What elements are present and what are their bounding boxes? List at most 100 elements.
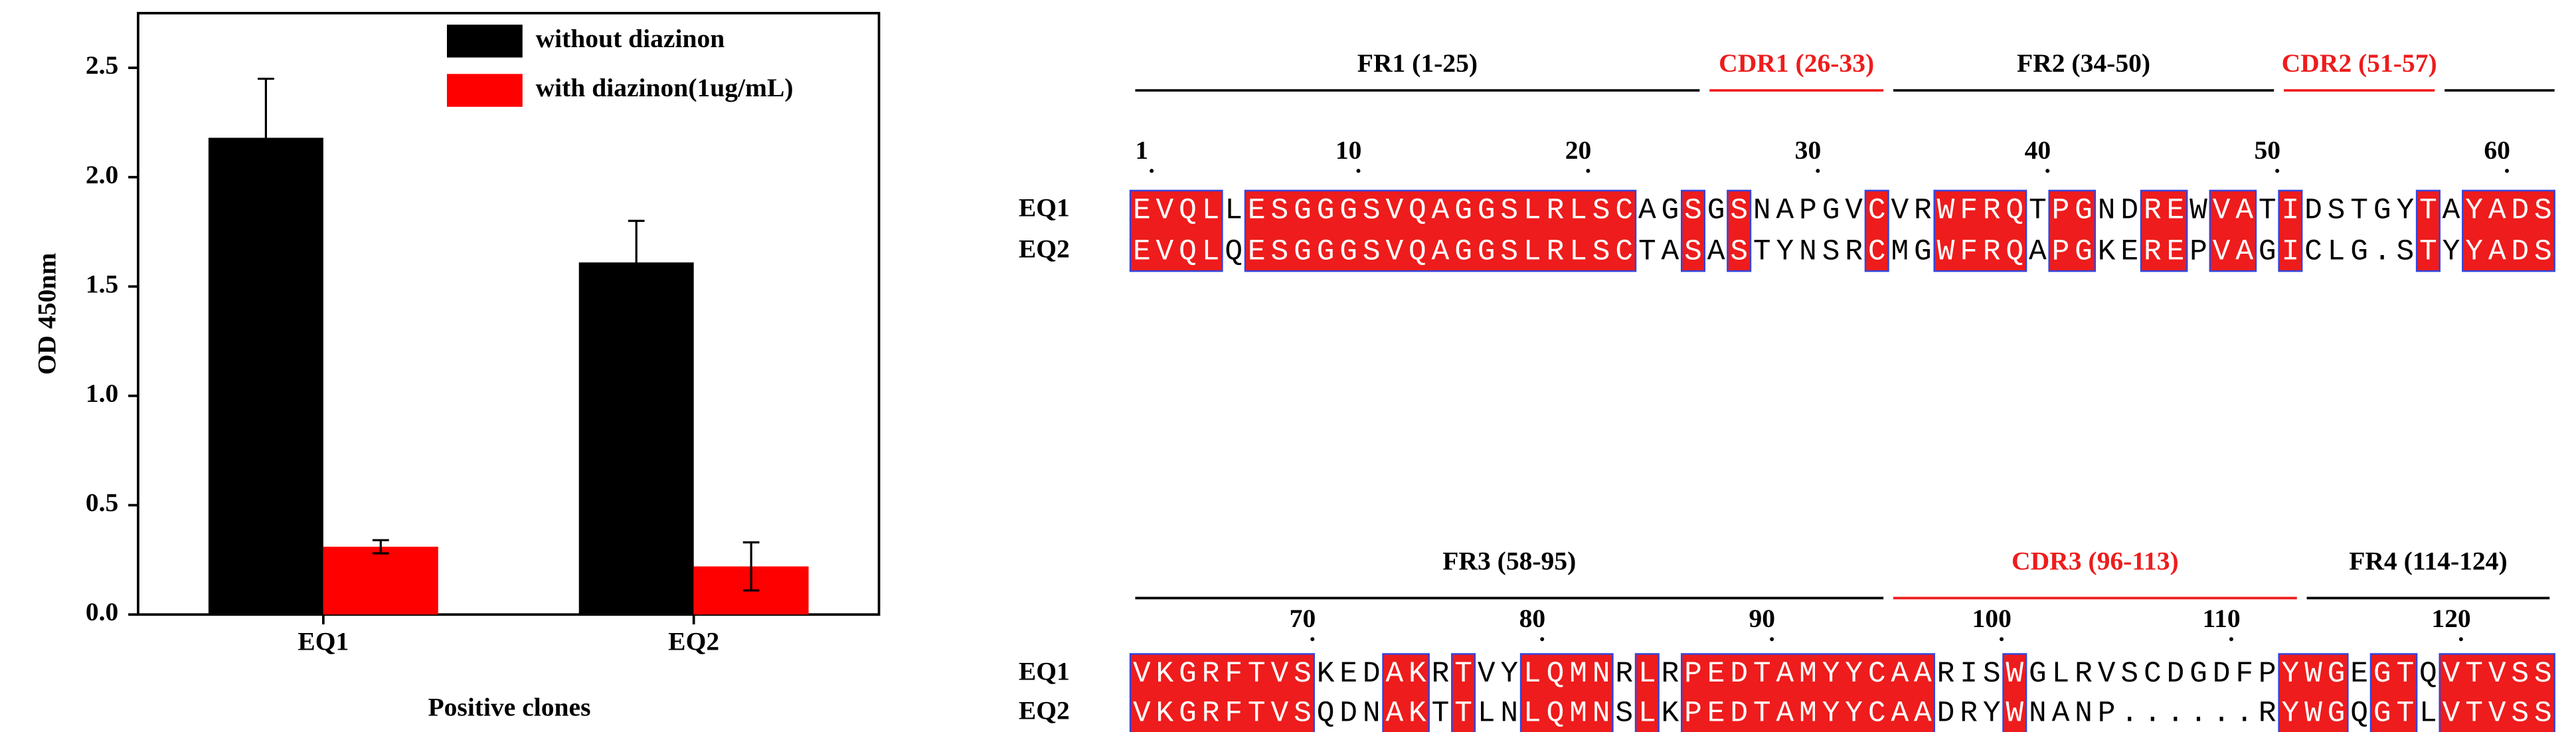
identity-cell: [2140, 190, 2165, 272]
legend-swatch: [447, 74, 523, 107]
identity-cell: [1566, 654, 1590, 732]
identity-cell: [1865, 190, 1889, 272]
region-label: FR2 (34-50): [2017, 48, 2150, 78]
identity-cell: [1796, 654, 1820, 732]
y-tick-label: 1.0: [86, 379, 118, 408]
identity-cell: [2324, 654, 2349, 732]
position-number: 50: [2254, 136, 2280, 165]
position-number: 60: [2484, 136, 2510, 165]
x-axis-label: Positive clones: [428, 693, 590, 722]
identity-box: [1129, 189, 1223, 272]
position-dot: [2229, 637, 2233, 642]
identity-cell: [1314, 190, 1338, 272]
position-number: 110: [2203, 604, 2241, 633]
identity-box: [1634, 653, 1660, 732]
identity-box: [1727, 189, 1752, 272]
position-dot: [1356, 169, 1361, 173]
identity-cell: [1221, 654, 1246, 732]
identity-cell: [1911, 654, 1935, 732]
identity-cell: [2002, 654, 2027, 732]
identity-cell: [1428, 190, 1453, 272]
identity-cell: [2508, 654, 2532, 732]
identity-cell: [1956, 190, 1981, 272]
y-tick-label: 0.0: [86, 597, 118, 626]
identity-cell: [1245, 654, 1269, 732]
identity-cell: [1819, 654, 1844, 732]
identity-box: [2278, 189, 2303, 272]
plot-frame: [137, 11, 881, 616]
identity-cell: [2370, 654, 2395, 732]
identity-cell: [1933, 190, 1958, 272]
identity-cell: [1750, 654, 1774, 732]
x-tick-label: EQ1: [298, 627, 349, 656]
identity-box: [1864, 189, 1889, 272]
identity-cell: [1267, 190, 1292, 272]
identity-box: [1680, 653, 1935, 732]
identity-box: [2048, 189, 2097, 272]
identity-box: [2462, 189, 2555, 272]
position-dot: [1770, 637, 1774, 642]
position-dot: [2505, 169, 2509, 173]
identity-cell: [1451, 654, 1476, 732]
identity-cell: [1497, 190, 1521, 272]
identity-cell: [1681, 654, 1705, 732]
position-dot: [1310, 637, 1315, 642]
y-tick-label: 2.5: [86, 50, 118, 80]
identity-cell: [1980, 190, 2004, 272]
identity-cell: [2462, 654, 2486, 732]
identity-cell: [2439, 654, 2464, 732]
identity-box: [2369, 653, 2418, 732]
identity-box: [2278, 653, 2349, 732]
identity-cell: [1727, 654, 1751, 732]
position-number: 80: [1519, 604, 1546, 633]
identity-cell: [2071, 190, 2096, 272]
position-number: 20: [1565, 136, 1592, 165]
identity-box: [1244, 189, 1637, 272]
identity-cell: [2416, 190, 2441, 272]
sequence-name: EQ1: [1019, 193, 1070, 223]
identity-cell: [1359, 190, 1384, 272]
position-number: 10: [1335, 136, 1362, 165]
identity-cell: [1704, 654, 1729, 732]
identity-cell: [2163, 190, 2188, 272]
error-bar: [742, 541, 760, 592]
position-dot: [1586, 169, 1590, 173]
sequence-name: EQ2: [1019, 234, 1070, 264]
identity-cell: [1589, 654, 1614, 732]
region-label: FR3 (58-95): [1442, 547, 1576, 576]
identity-cell: [1520, 654, 1545, 732]
identity-cell: [2048, 190, 2073, 272]
identity-cell: [1382, 654, 1407, 732]
identity-cell: [1681, 190, 1705, 272]
identity-cell: [2462, 190, 2486, 272]
position-dot: [1150, 169, 1154, 173]
identity-cell: [1635, 654, 1660, 732]
identity-cell: [1336, 190, 1361, 272]
identity-cell: [1727, 190, 1751, 272]
error-bar: [628, 219, 645, 306]
identity-cell: [1290, 654, 1315, 732]
bar: [323, 547, 438, 615]
position-number: 30: [1795, 136, 1822, 165]
identity-cell: [1566, 190, 1590, 272]
error-bar: [372, 539, 389, 555]
identity-cell: [1543, 654, 1568, 732]
identity-cell: [1543, 190, 1568, 272]
region-label: CDR2 (51-57): [2282, 48, 2437, 78]
identity-box: [1451, 653, 1476, 732]
y-tick-label: 0.5: [86, 488, 118, 517]
position-dot: [2458, 637, 2463, 642]
x-tick-label: EQ2: [668, 627, 719, 656]
identity-box: [1129, 653, 1315, 732]
identity-cell: [2393, 654, 2417, 732]
region-label: FR1 (1-25): [1357, 48, 1478, 78]
identity-cell: [2002, 190, 2027, 272]
identity-cell: [2485, 654, 2510, 732]
identity-cell: [1199, 190, 1223, 272]
identity-cell: [1589, 190, 1614, 272]
